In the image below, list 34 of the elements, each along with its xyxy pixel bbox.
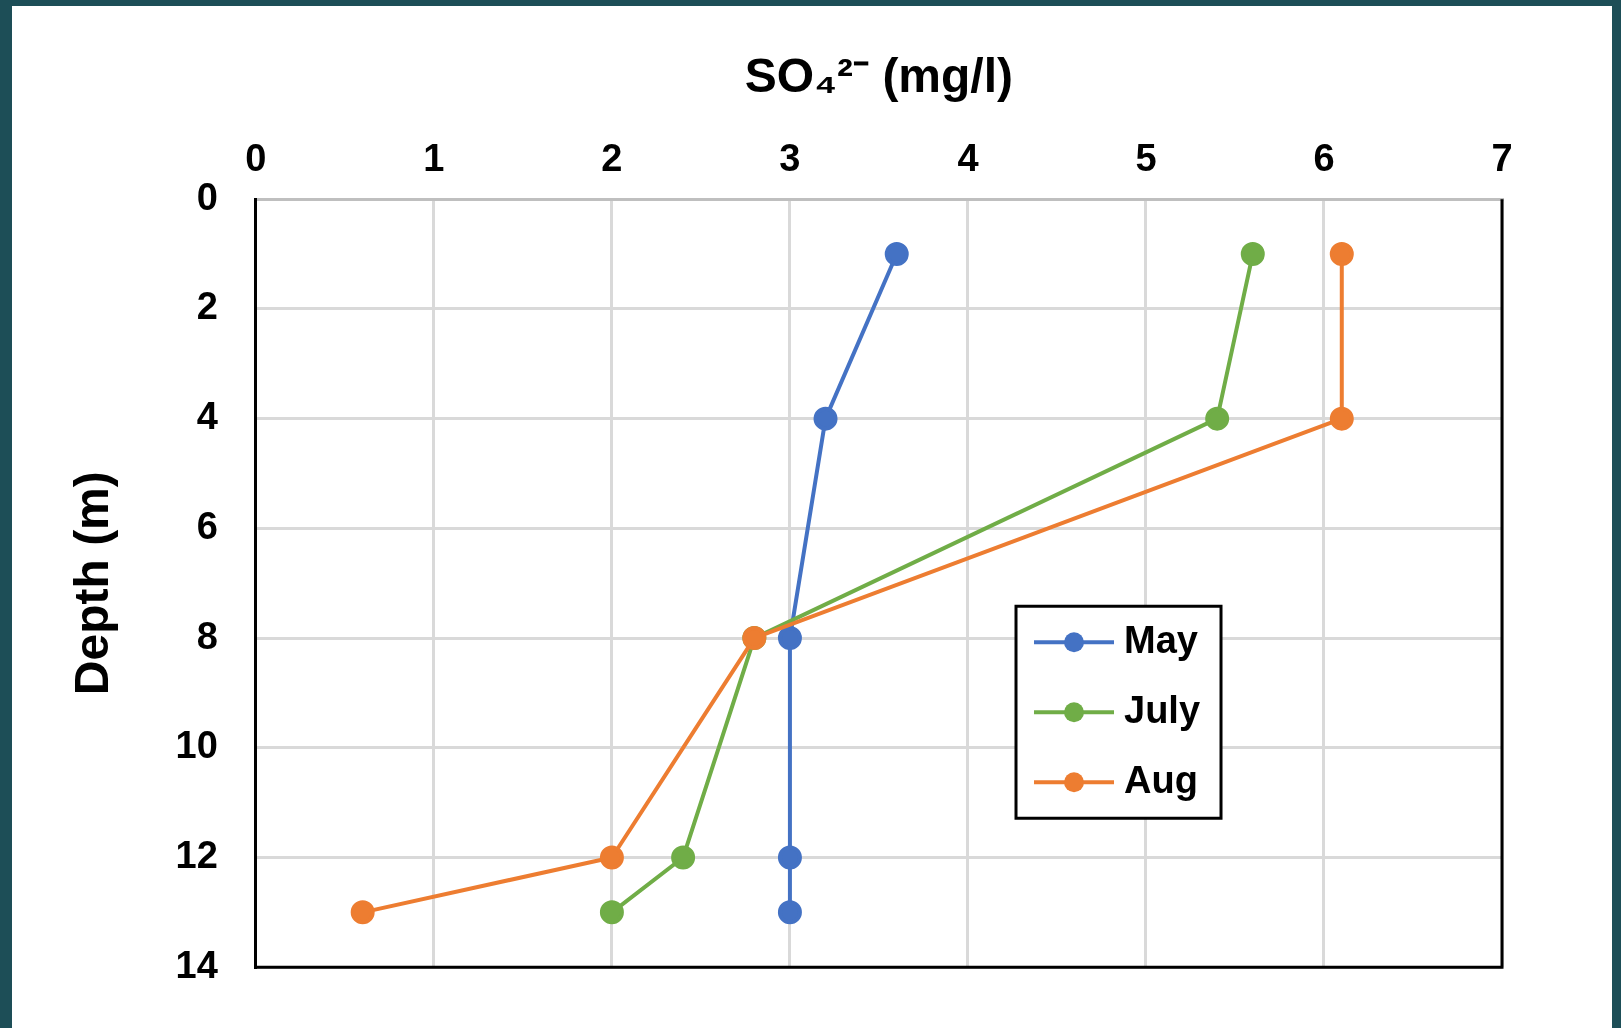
point [1329,242,1354,267]
point [350,900,375,925]
y-tick-label: 2 [196,285,218,328]
y-tick-label: 8 [196,614,218,657]
x-tick-label: 7 [1491,136,1513,179]
point [777,900,802,925]
point [884,242,909,267]
legend-label: July [1124,688,1201,731]
y-tick-label: 0 [196,175,218,218]
point [1240,242,1265,267]
point [1205,406,1230,431]
x-axis-title: SO₄²⁻ (mg/l) [744,49,1014,103]
legend-label: May [1124,618,1198,661]
point [777,626,802,651]
y-axis-title: Depth (m) [65,471,119,696]
x-tick-label: 4 [957,136,979,179]
y-tick-label: 14 [175,943,218,986]
point [777,845,802,870]
point [599,900,624,925]
x-tick-label: 3 [779,136,801,179]
point [671,845,696,870]
x-tick-label: 1 [423,136,445,179]
point [1329,406,1354,431]
x-tick-label: 5 [1135,136,1157,179]
y-tick-label: 12 [175,833,218,876]
x-tick-label: 6 [1313,136,1335,179]
point [813,406,838,431]
y-tick-label: 6 [196,504,218,547]
x-tick-label: 2 [601,136,623,179]
y-tick-label: 4 [196,395,218,438]
legend-label: Aug [1124,758,1198,801]
point [599,845,624,870]
y-tick-label: 10 [175,724,218,767]
x-tick-label: 0 [245,136,267,179]
